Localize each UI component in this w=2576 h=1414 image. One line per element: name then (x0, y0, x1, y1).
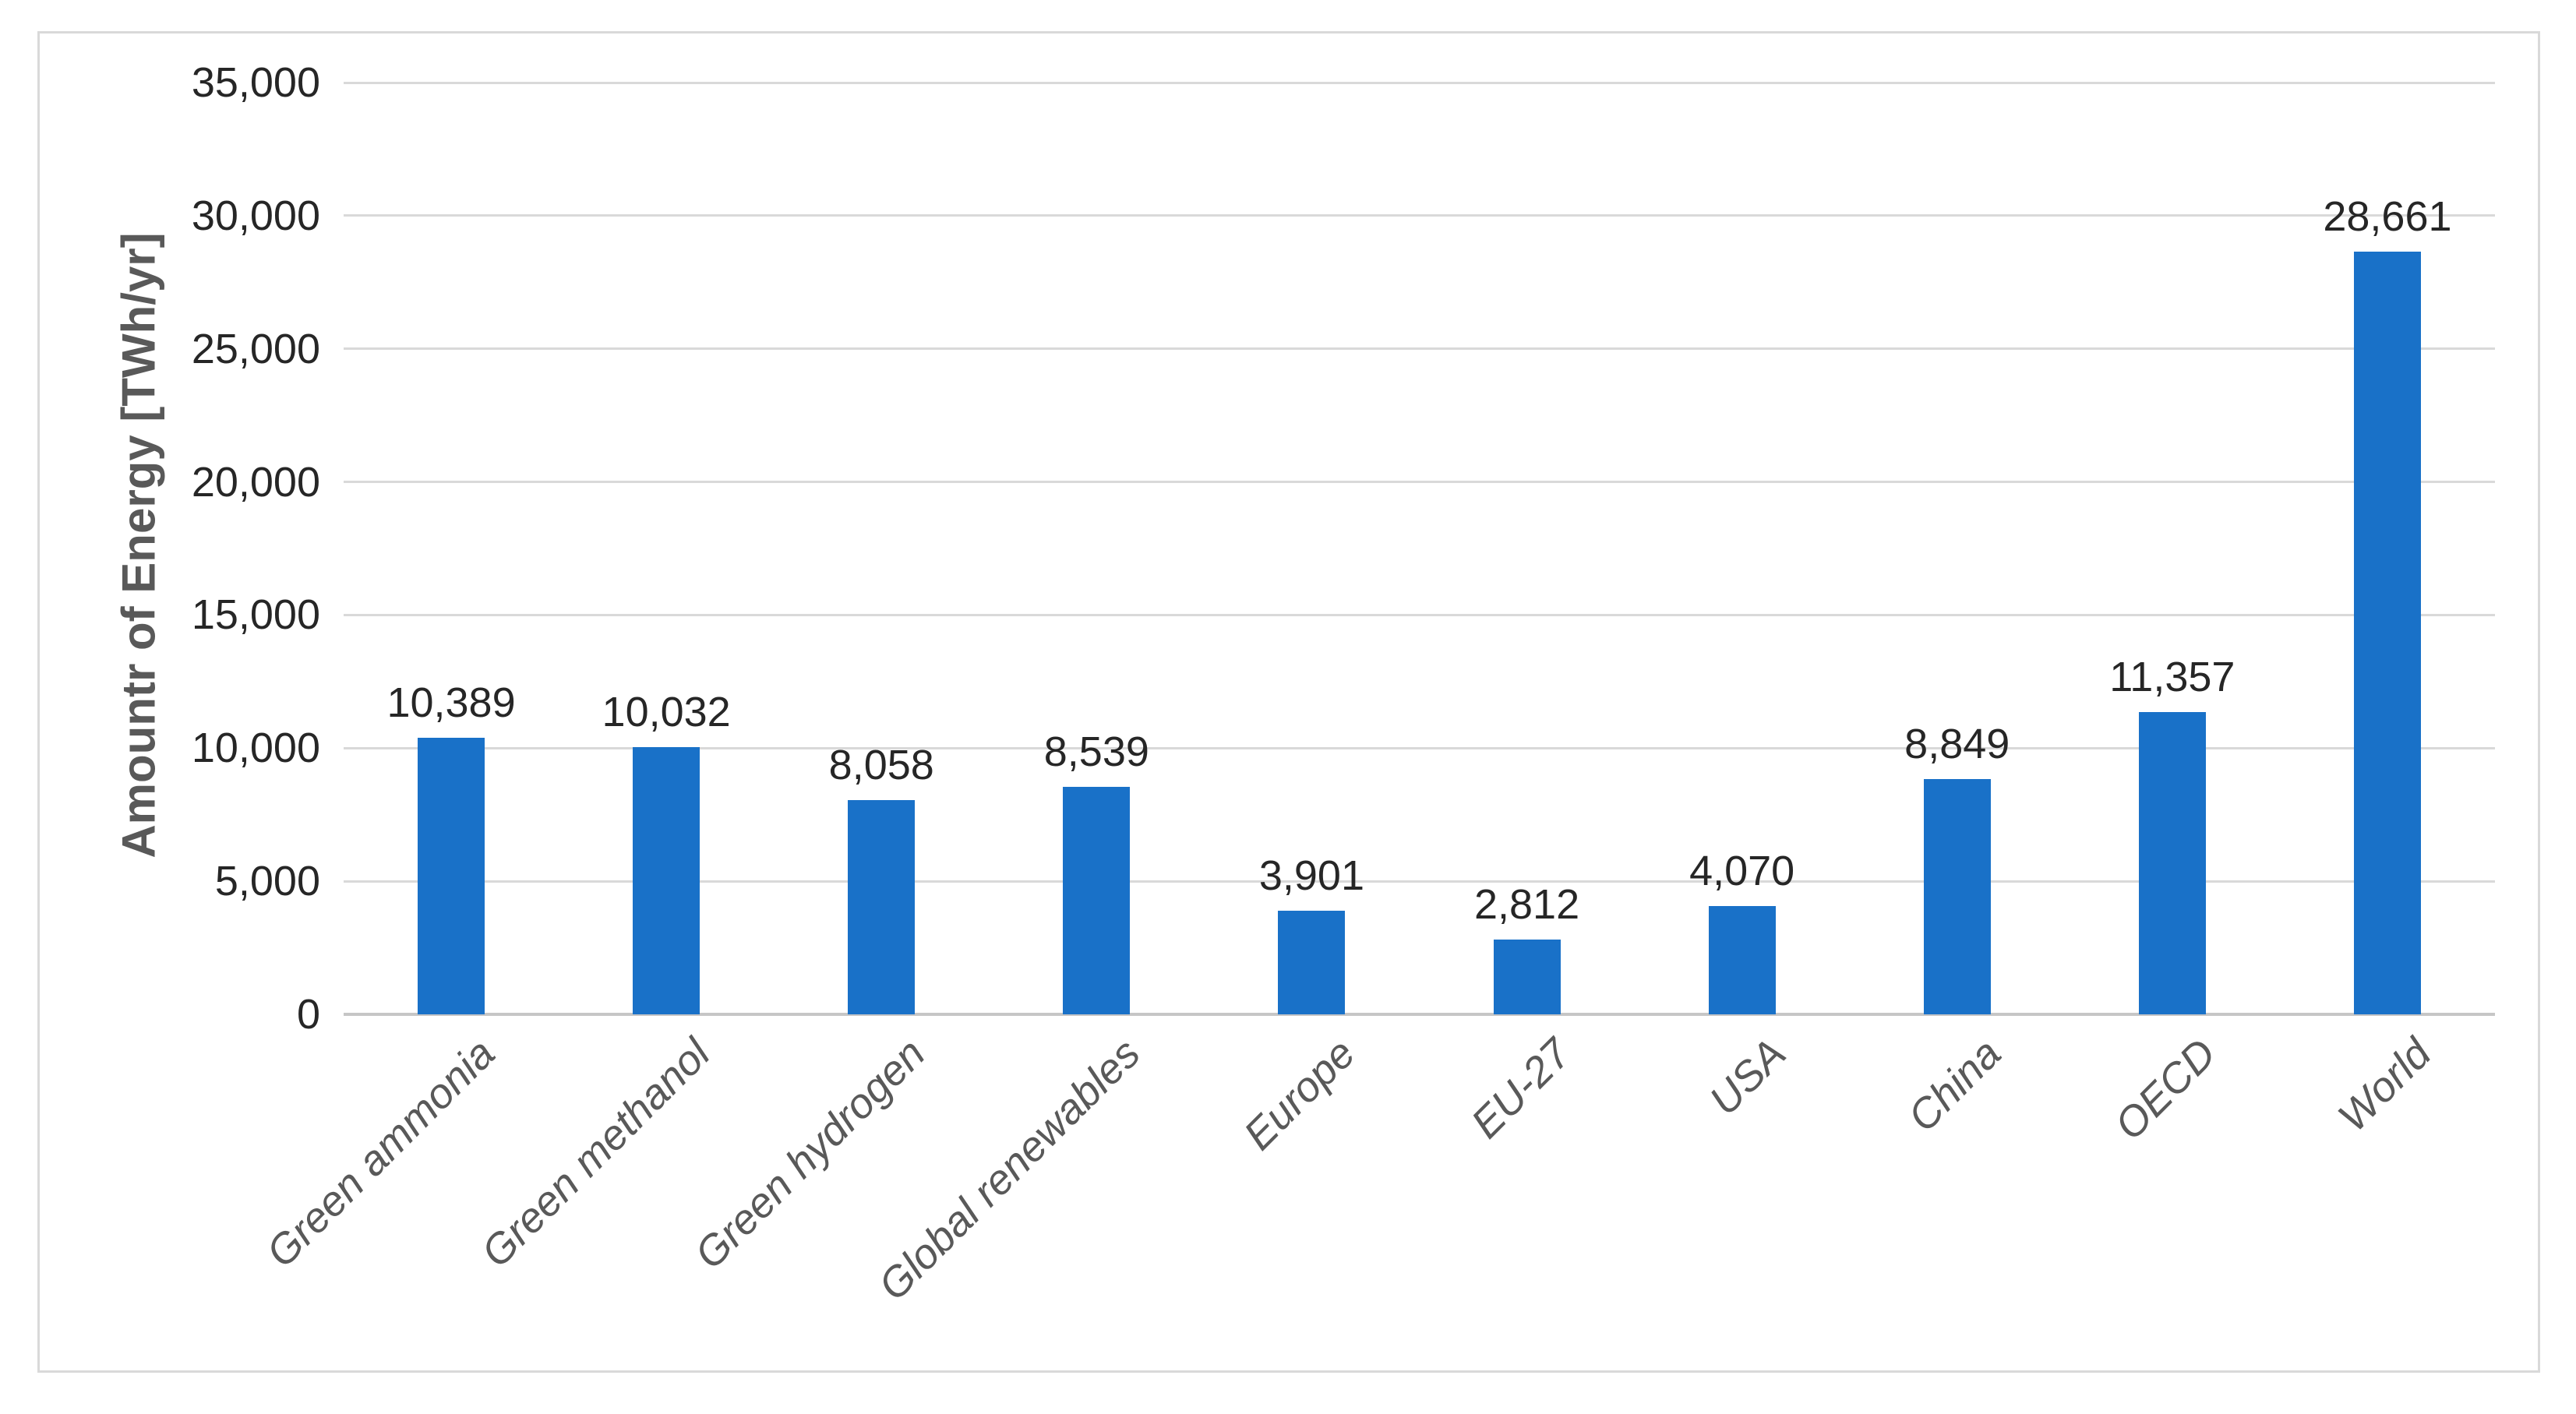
category-label-oecd: OECD (2105, 1030, 2225, 1149)
data-label-eu-27: 2,812 (1473, 880, 1580, 928)
chart-border (37, 31, 2540, 1373)
data-label-europe: 3,901 (1258, 852, 1364, 899)
bar-europe (1278, 910, 1346, 1014)
data-label-usa: 4,070 (1689, 847, 1795, 894)
x-axis-line (344, 1013, 2495, 1016)
y-tick-label: 35,000 (191, 59, 320, 106)
y-tick-label: 25,000 (191, 325, 320, 372)
data-label-global-renewables: 8,539 (1043, 728, 1149, 776)
bar-oecd (2138, 711, 2206, 1014)
category-label-eu-27: EU-27 (1462, 1030, 1579, 1148)
data-label-oecd: 11,357 (2109, 653, 2235, 700)
data-label-china: 8,849 (1904, 720, 2010, 767)
y-tick-label: 5,000 (214, 858, 320, 905)
bar-green-methanol (633, 747, 700, 1014)
gridline (344, 214, 2495, 217)
bar-global-renewables (1063, 787, 1131, 1014)
category-label-usa: USA (1700, 1030, 1795, 1124)
bar-world (2353, 251, 2421, 1014)
data-label-green-hydrogen: 8,058 (828, 741, 934, 788)
data-label-green-ammonia: 10,389 (386, 679, 516, 726)
bar-eu-27 (1493, 939, 1561, 1014)
y-tick-label: 20,000 (191, 458, 320, 506)
category-label-world: World (2329, 1030, 2440, 1141)
gridline (344, 81, 2495, 84)
category-label-green-ammonia: Green ammonia (257, 1030, 504, 1277)
category-label-green-methanol: Green methanol (472, 1030, 719, 1277)
bar-usa (1708, 905, 1776, 1014)
data-label-green-methanol: 10,032 (602, 689, 731, 736)
gridline (344, 880, 2495, 883)
y-tick-label: 15,000 (191, 591, 320, 639)
gridline (344, 746, 2495, 749)
y-tick-label: 0 (296, 991, 320, 1038)
category-label-china: China (1898, 1030, 2010, 1141)
bar-china (1923, 778, 1991, 1014)
gridline (344, 481, 2495, 484)
y-tick-label: 10,000 (191, 725, 320, 772)
bar-green-ammonia (418, 737, 485, 1014)
gridline (344, 347, 2495, 351)
y-tick-label: 30,000 (191, 192, 320, 239)
category-label-green-hydrogen: Green hydrogen (686, 1030, 934, 1278)
gridline (344, 613, 2495, 616)
bar-green-hydrogen (848, 799, 916, 1014)
category-label-europe: Europe (1235, 1030, 1364, 1159)
data-label-world: 28,661 (2323, 192, 2452, 240)
